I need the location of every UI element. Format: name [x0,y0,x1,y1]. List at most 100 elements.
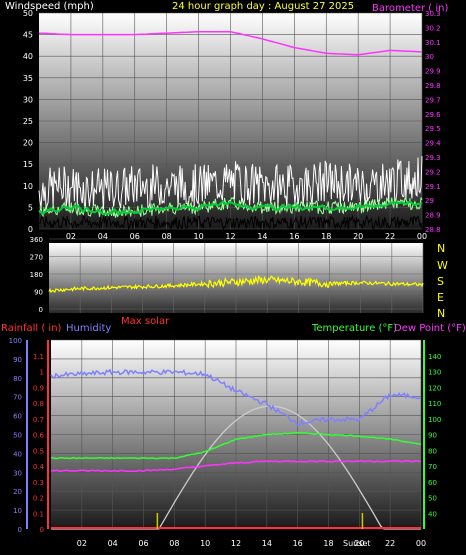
x-tick-label: 12 [225,232,235,241]
baro-tick-label: 29.5 [425,125,441,133]
x-tick-label: 18 [323,539,333,548]
humidity-tick-label: 80 [13,375,22,383]
baro-tick-label: 29.8 [425,82,441,90]
baro-tick-label: 28.9 [425,212,441,220]
x-tick-label: 08 [169,539,179,548]
temperature-line [50,431,422,460]
temp-tick-label: 50 [428,495,437,503]
dir-tick-label: 360 [30,236,43,244]
baro-tick-label: 30.3 [425,10,441,18]
rain-tick-label: 0.6 [33,432,45,440]
x-tick-label: 16 [289,232,299,241]
wind-low-line [38,214,423,231]
baro-tick-label: 29.9 [425,68,441,76]
dewpoint-line [50,459,422,473]
rain-tick-label: 0.4 [33,463,45,471]
max-solar-label: Max solar [121,316,170,327]
temp-tick-label: 120 [428,384,441,392]
x-tick-label: 22 [385,232,395,241]
x-tick-label: 14 [257,232,267,241]
temp-tick-label: 100 [428,416,441,424]
x-tick-label: 02 [66,232,76,241]
temp-tick-label: 110 [428,400,441,408]
wind-tick-label: 0 [28,225,33,234]
x-tick-label: 14 [262,539,272,548]
wind-tick-label: 30 [23,95,33,104]
rain-tick-label: 0.2 [33,495,44,503]
wind-tick-label: 45 [23,31,33,40]
rain-tick-label: 0 [40,526,44,534]
wind-tick-label: 50 [23,9,33,18]
wind-dir-letter-s: S [437,275,444,288]
rain-tick-label: 0.8 [33,400,44,408]
x-tick-label: 06 [130,232,140,241]
x-tick-label: 08 [162,232,172,241]
wind-gust-line [38,156,423,210]
humidity-tick-label: 30 [13,469,22,477]
wind-dir-letter-n-bottom: N [437,307,445,320]
wind-tick-label: 20 [23,139,33,148]
temp-tick-label: 90 [428,432,437,440]
wind-dir-letter-w: W [437,259,448,272]
barometer-label: Barometer ( in) [372,3,448,14]
wind-tick-label: 15 [23,160,33,169]
baro-tick-label: 29 [425,197,434,205]
sunset-label: Sunset [343,539,370,548]
rain-tick-label: 0.7 [33,416,44,424]
x-tick-label: 16 [293,539,303,548]
wind-average-line [38,200,423,216]
wind-direction-line [48,275,424,294]
wind-tick-label: 25 [23,117,33,126]
temperature-label: Temperature (°F) [311,323,397,334]
wind-dir-letter-e: E [437,291,444,304]
x-tick-label: 02 [77,539,87,548]
baro-tick-label: 29.4 [425,140,441,148]
temp-tick-label: 70 [428,463,437,471]
rain-tick-label: 0.5 [33,447,44,455]
baro-tick-label: 28.8 [425,226,441,234]
x-tick-label: 12 [231,539,241,548]
wind-tick-label: 10 [23,182,33,191]
rain-tick-label: 0.3 [33,479,44,487]
baro-tick-label: 29.1 [425,183,441,191]
baro-tick-label: 30.1 [425,39,441,47]
wind-tick-label: 40 [23,52,33,61]
x-tick-label: 04 [98,232,108,241]
windspeed-label: Windspeed (mph) [5,1,94,12]
x-tick-label: 10 [200,539,210,548]
x-tick-label: 22 [385,539,395,548]
humidity-tick-label: 60 [13,413,22,421]
baro-tick-label: 29.2 [425,168,441,176]
rain-tick-label: 1.1 [33,353,44,361]
rain-tick-label: 0.9 [33,384,44,392]
rainfall-label: Rainfall ( in) [1,323,62,334]
x-tick-label: 04 [108,539,118,548]
humidity-tick-label: 40 [13,450,22,458]
temp-tick-label: 60 [428,479,437,487]
x-tick-label: 18 [321,232,331,241]
rain-tick-label: 0.1 [33,510,44,518]
baro-tick-label: 30.2 [425,24,441,32]
x-tick-label: 00 [417,232,427,241]
wind-dir-letter-n-top: N [437,242,445,255]
baro-tick-label: 29.6 [425,111,441,119]
wind-tick-label: 5 [28,203,33,212]
x-tick-label: 10 [193,232,203,241]
barometer-line [38,30,423,56]
temp-tick-label: 140 [428,353,441,361]
baro-tick-label: 29.3 [425,154,441,162]
dir-tick-label: 270 [30,254,43,262]
x-tick-label: 06 [138,539,148,548]
rain-tick-label: 1 [40,369,44,377]
dir-tick-label: 90 [34,289,43,297]
temp-tick-label: 80 [428,447,437,455]
dir-tick-label: 180 [30,271,43,279]
x-tick-label: 20 [354,539,364,548]
humidity-tick-label: 0 [18,526,22,534]
baro-tick-label: 30 [425,53,434,61]
humidity-tick-label: 100 [9,337,22,345]
dewpoint-label: Dew Point (°F) [394,323,466,334]
humidity-tick-label: 70 [13,394,22,402]
x-tick-label: 20 [353,232,363,241]
